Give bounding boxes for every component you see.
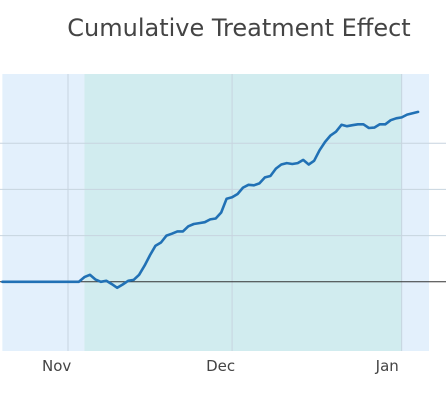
shaded-regions: [2, 74, 430, 351]
region-pre-period: [2, 74, 85, 351]
series-line-0: [1, 110, 420, 290]
chart-title: Cumulative Treatment Effect: [67, 14, 411, 42]
x-axis-ticks: Nov Dec Jan: [42, 357, 399, 375]
x-tick-label-jan: Jan: [375, 357, 399, 375]
gridlines: [0, 74, 446, 351]
x-tick-label-dec: Dec: [206, 357, 235, 375]
x-tick-label-nov: Nov: [42, 357, 71, 375]
region-post-period: [84, 74, 402, 351]
region-after-period: [401, 74, 430, 351]
series-lines: [1, 110, 420, 290]
